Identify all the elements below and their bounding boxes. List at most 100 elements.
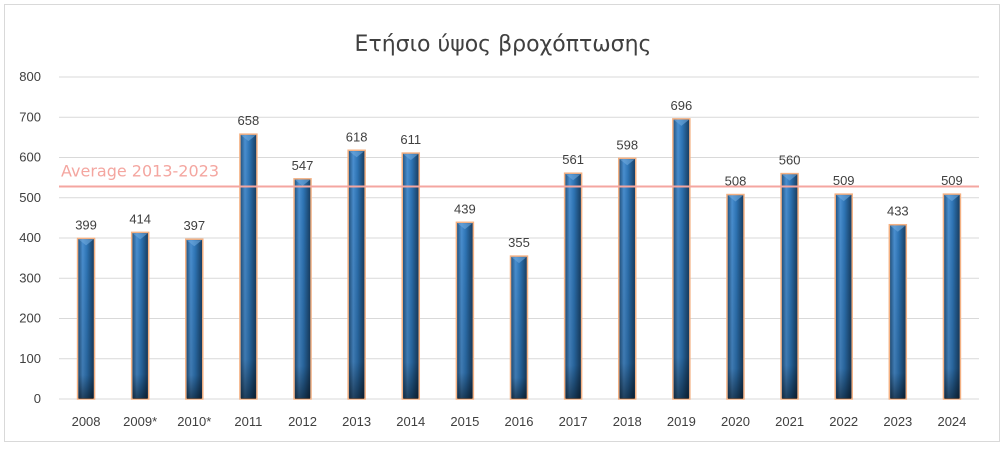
y-tick-label: 100 xyxy=(19,351,41,366)
bar-2024 xyxy=(942,193,962,400)
data-label: 433 xyxy=(887,204,909,219)
bar-bevel xyxy=(78,239,94,246)
data-label: 509 xyxy=(833,173,855,188)
grid-lines xyxy=(59,76,979,400)
data-label: 355 xyxy=(508,235,530,250)
y-tick-label: 700 xyxy=(19,109,41,124)
bar-bevel xyxy=(240,135,256,142)
bar-shade xyxy=(890,225,906,399)
bar-2023 xyxy=(888,223,908,400)
bar-bevel xyxy=(132,233,148,240)
bar-shade xyxy=(511,257,527,399)
x-tick-label: 2023 xyxy=(883,414,912,429)
bar-shade xyxy=(727,195,743,399)
y-tick-label: 400 xyxy=(19,230,41,245)
data-label: 547 xyxy=(292,158,314,173)
x-tick-label: 2017 xyxy=(559,414,588,429)
y-tick-label: 800 xyxy=(19,69,41,84)
bar-shade xyxy=(132,233,148,399)
data-label: 414 xyxy=(129,211,151,226)
data-label: 399 xyxy=(75,217,97,232)
bar-bevel xyxy=(349,151,365,158)
bar-2021 xyxy=(780,172,799,400)
bar-shade xyxy=(457,223,473,399)
bar-shade xyxy=(944,195,960,399)
bar-bevel xyxy=(295,179,311,186)
bar-bevel xyxy=(457,223,473,230)
bar-2013 xyxy=(347,149,366,400)
data-labels: 399 414 397 658 547 618 611 439 355 561 598 696 508 5… xyxy=(75,98,963,250)
y-tick-label: 500 xyxy=(19,190,41,205)
bar-shade xyxy=(295,179,311,399)
bar-bevel xyxy=(782,174,798,181)
bar-2018 xyxy=(617,157,637,400)
bar-shade xyxy=(349,151,365,399)
bar-bevel xyxy=(186,240,202,247)
x-tick-label: 2013 xyxy=(342,414,371,429)
bar-2014 xyxy=(401,152,421,400)
bar-shade xyxy=(673,119,689,400)
x-tick-label: 2021 xyxy=(775,414,804,429)
chart-frame: Ετήσιο ύψος βροχόπτωσης 0 100 200 300 400 500… xyxy=(4,4,1000,442)
data-label: 696 xyxy=(671,98,693,113)
bar-shade xyxy=(619,159,635,399)
bar-bevel xyxy=(944,195,960,202)
x-tick-label: 2015 xyxy=(450,414,479,429)
y-tick-label: 600 xyxy=(19,150,41,165)
bar-bevel xyxy=(727,195,743,202)
x-tick-label: 2012 xyxy=(288,414,317,429)
bar-2020 xyxy=(726,193,745,400)
data-label: 598 xyxy=(616,137,638,152)
chart-title: Ετήσιο ύψος βροχόπτωσης xyxy=(355,32,652,57)
data-label: 509 xyxy=(941,173,963,188)
bars xyxy=(76,118,962,400)
bar-2017 xyxy=(563,172,583,400)
x-tick-label: 2020 xyxy=(721,414,750,429)
x-tick-label: 2018 xyxy=(613,414,642,429)
bar-shade xyxy=(240,135,256,399)
x-tick-label: 2010* xyxy=(177,414,211,429)
bar-2008 xyxy=(76,237,96,400)
bar-bevel xyxy=(890,225,906,232)
x-tick-label: 2019 xyxy=(667,414,696,429)
x-tick-label: 2009* xyxy=(123,414,157,429)
x-tick-label: 2016 xyxy=(505,414,534,429)
average-line-label: Average 2013-2023 xyxy=(61,161,219,180)
bar-shade xyxy=(186,240,202,399)
bar-shade xyxy=(782,174,798,399)
bar-2019 xyxy=(672,118,691,400)
data-label: 658 xyxy=(238,113,260,128)
data-label: 508 xyxy=(725,174,747,189)
x-tick-label: 2008 xyxy=(72,414,101,429)
bar-2016 xyxy=(509,255,529,400)
bar-bevel xyxy=(565,174,581,181)
bar-2009* xyxy=(130,231,150,400)
x-tick-label: 2024 xyxy=(937,414,966,429)
bar-2022 xyxy=(834,193,853,400)
y-axis-ticks: 0 100 200 300 400 500 600 700 800 xyxy=(19,69,41,406)
bar-2012 xyxy=(293,178,312,400)
data-label: 618 xyxy=(346,129,368,144)
bar-bevel xyxy=(836,195,852,202)
data-label: 561 xyxy=(562,152,584,167)
bar-chart: Ετήσιο ύψος βροχόπτωσης 0 100 200 300 400 500… xyxy=(19,32,979,429)
x-axis-ticks: 2008 2009* 2010* 2011 2012 2013 2014 2015 2016 20… xyxy=(72,414,967,429)
y-tick-label: 0 xyxy=(34,391,41,406)
bar-2015 xyxy=(455,221,475,400)
bar-bevel xyxy=(403,154,419,161)
data-label: 397 xyxy=(183,218,205,233)
bar-bevel xyxy=(619,159,635,166)
bar-shade xyxy=(403,154,419,399)
bar-shade xyxy=(836,195,852,399)
data-label: 439 xyxy=(454,201,476,216)
bar-2010* xyxy=(185,238,204,400)
bar-shade xyxy=(565,174,581,399)
x-tick-label: 2011 xyxy=(234,414,262,429)
x-tick-label: 2022 xyxy=(829,414,858,429)
bar-2011 xyxy=(239,133,258,400)
y-tick-label: 300 xyxy=(19,270,41,285)
x-tick-label: 2014 xyxy=(396,414,425,429)
bar-shade xyxy=(78,239,94,399)
average-line-group: Average 2013-2023 xyxy=(59,161,979,188)
data-label: 560 xyxy=(779,153,801,168)
